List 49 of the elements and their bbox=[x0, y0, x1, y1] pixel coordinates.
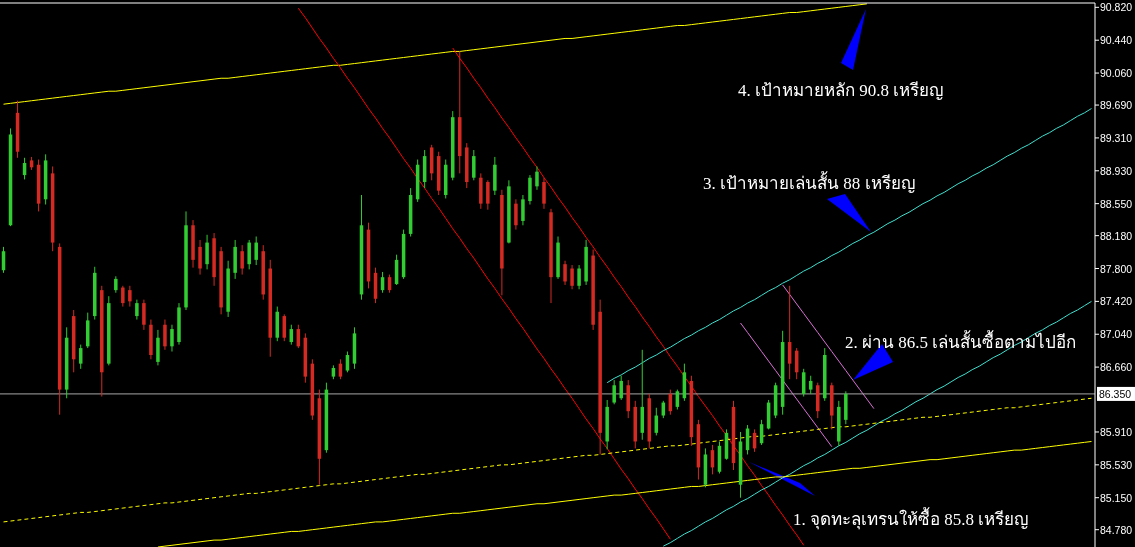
line-series bbox=[740, 322, 833, 448]
y-tick-label: 88.180 bbox=[1100, 229, 1133, 242]
y-tick-label: 88.550 bbox=[1100, 197, 1133, 210]
y-tick-label: 89.310 bbox=[1100, 131, 1133, 144]
candlestick bbox=[142, 299, 146, 331]
y-tick-label: 85.910 bbox=[1100, 425, 1133, 438]
candlestick bbox=[198, 239, 202, 276]
candlestick bbox=[247, 239, 251, 270]
ref-line-label: 86.350 bbox=[1099, 387, 1132, 400]
y-tick-label: 90.440 bbox=[1100, 34, 1133, 47]
y-tick-label: 88.930 bbox=[1100, 164, 1133, 177]
candlestick bbox=[563, 260, 567, 286]
y-tick-label: 87.800 bbox=[1100, 262, 1133, 275]
y-tick-label: 86.660 bbox=[1100, 361, 1133, 374]
annotation: 1. จุดทะลุเทรนให้ซื้อ 85.8 เหรียญ bbox=[793, 506, 1029, 530]
candlestick bbox=[128, 285, 132, 308]
candlestick bbox=[808, 375, 813, 395]
annotation: 3. เป้าหมายเล่นสั้น 88 เหรียญ bbox=[703, 170, 915, 193]
candlestick bbox=[163, 319, 167, 351]
candlestick bbox=[577, 264, 581, 290]
candlestick bbox=[472, 149, 476, 181]
candlestick bbox=[170, 324, 174, 353]
candlestick bbox=[240, 244, 244, 276]
y-tick-label: 89.690 bbox=[1100, 99, 1133, 112]
y-tick-label: 90.820 bbox=[1100, 1, 1133, 14]
candlestick bbox=[528, 174, 532, 206]
candlestick bbox=[570, 264, 574, 290]
candlestick bbox=[521, 194, 525, 226]
line-series bbox=[297, 7, 671, 540]
line-series bbox=[157, 440, 1092, 547]
line-series bbox=[662, 300, 1092, 547]
line-series bbox=[606, 108, 1092, 384]
y-tick-label: 85.150 bbox=[1100, 491, 1133, 504]
annotation: 4. เป้าหมายหลัก 90.8 เหรียญ bbox=[738, 80, 944, 100]
y-tick-label: 87.040 bbox=[1100, 328, 1133, 341]
candlestick bbox=[542, 177, 546, 210]
candlestick bbox=[619, 375, 623, 401]
candlestick bbox=[535, 165, 539, 191]
y-tick-label: 84.780 bbox=[1100, 523, 1133, 536]
y-tick-label: 90.060 bbox=[1100, 67, 1133, 80]
candlestick bbox=[514, 198, 518, 231]
candlestick bbox=[121, 285, 125, 308]
candlestick bbox=[205, 234, 209, 270]
y-tick-label: 87.420 bbox=[1100, 295, 1133, 308]
candlestick bbox=[486, 179, 490, 211]
candlestick bbox=[135, 299, 139, 321]
candlestick bbox=[612, 379, 616, 405]
candlestick bbox=[254, 236, 258, 266]
y-tick-label: 85.530 bbox=[1100, 458, 1133, 471]
